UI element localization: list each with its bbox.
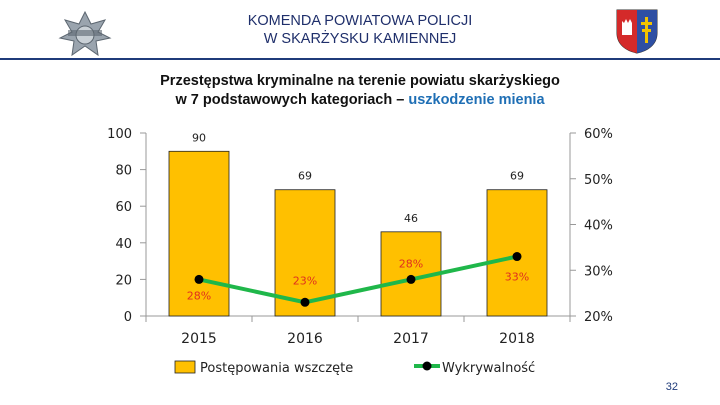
y-left-tick-label: 20 [115,273,132,288]
header-title-line2: W SKARŻYSKU KAMIENNEJ [263,31,457,47]
line-marker-2016 [300,297,310,307]
bar-data-label: 69 [298,170,312,183]
y-left-tick-label: 100 [107,127,132,142]
y-right-tick-label: 50% [584,173,613,188]
y-right-tick-label: 60% [584,127,613,142]
line-marker-2017 [406,274,416,284]
legend-swatch-bars [174,360,196,374]
chart-subtitle: Przestępstwa kryminalne na terenie powia… [60,72,660,110]
y-right-tick-label: 40% [584,219,613,234]
police-badge-logo [58,10,112,57]
line-data-label: 23% [293,274,317,287]
legend-label-line: Wykrywalność [442,361,535,376]
header-divider [0,58,720,60]
line-data-label: 28% [399,257,423,270]
county-coat-of-arms [616,9,658,54]
bar-data-label: 90 [192,131,206,144]
x-tick-label: 2016 [287,331,323,347]
y-left-tick-label: 40 [115,237,132,252]
x-tick-label: 2017 [393,331,429,347]
legend-marker-line [422,361,432,371]
bar-2015 [168,150,230,317]
bar-data-label: 69 [510,170,524,183]
y-left-tick-label: 80 [115,164,132,179]
subtitle-line1: Przestępstwa kryminalne na terenie powia… [160,73,560,89]
y-left-tick-label: 0 [124,310,132,325]
x-tick-label: 2018 [499,331,535,347]
line-data-label: 28% [187,289,211,302]
subtitle-line2-accent: uszkodzenie mienia [408,92,545,108]
line-data-label: 33% [505,271,529,284]
y-left-tick-label: 60 [115,200,132,215]
y-right-tick-label: 20% [584,310,613,325]
bar-2016 [274,189,336,317]
subtitle-line2-prefix: w 7 podstawowych kategoriach – [175,92,409,108]
header-title-line1: KOMENDA POWIATOWA POLICJI [247,13,473,29]
bar-data-label: 46 [404,212,418,225]
line-wykrywalnosc [198,254,518,305]
legend-label-bars: Postępowania wszczęte [200,361,353,376]
x-tick-label: 2015 [181,331,217,347]
y-right-tick-label: 30% [584,264,613,279]
line-marker-2018 [512,252,522,262]
line-marker-2015 [194,274,204,284]
page-number: 32 [665,381,678,393]
